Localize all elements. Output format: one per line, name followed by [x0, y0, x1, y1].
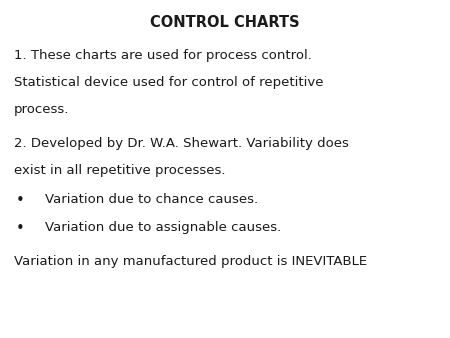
- Text: 2. Developed by Dr. W.A. Shewart. Variability does: 2. Developed by Dr. W.A. Shewart. Variab…: [14, 137, 348, 150]
- Text: process.: process.: [14, 103, 69, 116]
- Text: •: •: [16, 193, 24, 208]
- Text: •: •: [16, 221, 24, 236]
- Text: exist in all repetitive processes.: exist in all repetitive processes.: [14, 164, 225, 177]
- Text: 1. These charts are used for process control.: 1. These charts are used for process con…: [14, 49, 311, 62]
- Text: Statistical device used for control of repetitive: Statistical device used for control of r…: [14, 76, 323, 89]
- Text: CONTROL CHARTS: CONTROL CHARTS: [150, 15, 300, 30]
- Text: Variation due to assignable causes.: Variation due to assignable causes.: [45, 221, 281, 234]
- Text: Variation in any manufactured product is INEVITABLE: Variation in any manufactured product is…: [14, 255, 367, 268]
- Text: Variation due to chance causes.: Variation due to chance causes.: [45, 193, 258, 206]
